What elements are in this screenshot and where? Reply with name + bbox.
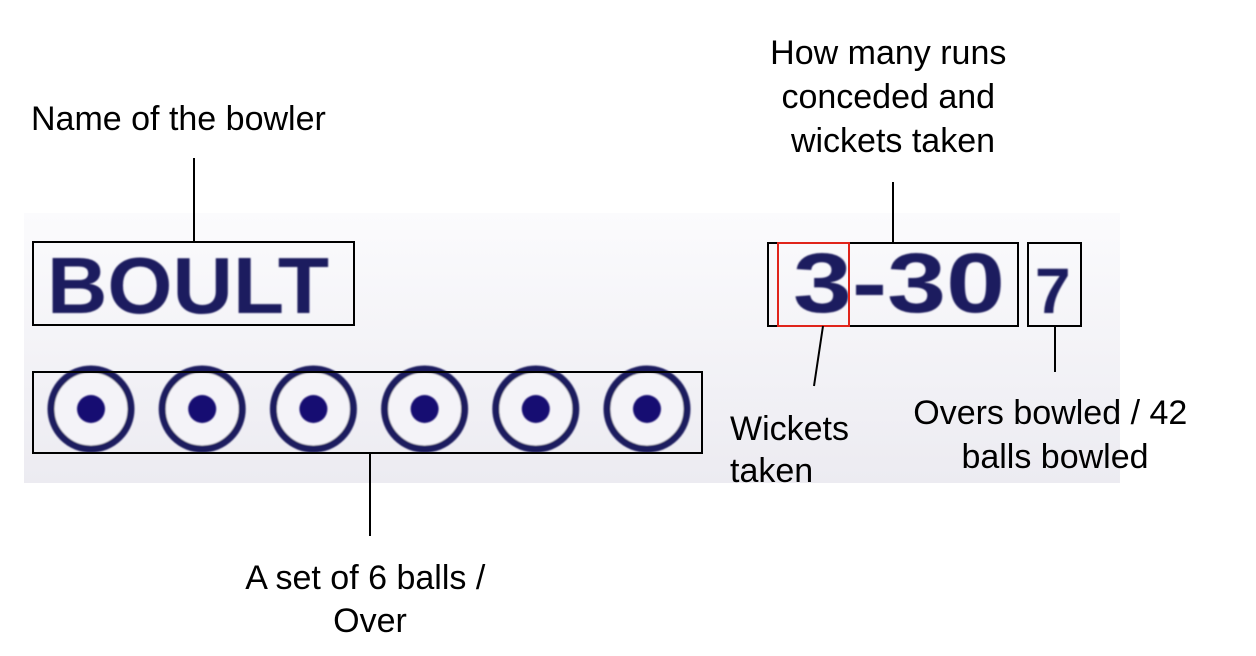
bowler-name-group: BOULT: [32, 241, 355, 330]
label-overs-bowled-line1: Overs bowled / 42: [913, 394, 1187, 432]
ball-icon: [603, 365, 691, 453]
ball-icon: [269, 365, 357, 453]
label-overs-bowled-line2: balls bowled: [961, 438, 1148, 476]
label-wickets-taken: Wickets taken: [730, 410, 858, 490]
label-set-of-balls-line2: Over: [333, 602, 407, 640]
leader-line-wickets: [813, 325, 824, 387]
over-balls-box: [32, 371, 703, 454]
bowler-name: BOULT: [47, 241, 329, 330]
label-runs-wickets: How many runs conceded and wickets taken: [770, 34, 1016, 160]
label-set-of-balls: A set of 6 balls / Over: [245, 559, 494, 640]
ball-icon: [381, 365, 469, 453]
label-runs-wickets-line2: conceded and: [781, 78, 995, 116]
label-overs-bowled: Overs bowled / 42 balls bowled: [913, 394, 1196, 476]
ball-icon: [492, 365, 580, 453]
label-runs-wickets-line3: wickets taken: [790, 122, 995, 160]
overs-value: 7: [1035, 255, 1071, 327]
overs-group: 7: [1027, 242, 1082, 327]
label-bowler-name: Name of the bowler: [31, 100, 326, 138]
label-set-of-balls-line1: A set of 6 balls /: [245, 559, 486, 597]
ball-icon: [158, 365, 246, 453]
runs-value: -30: [852, 236, 1005, 330]
wickets-runs-figure: 3 -30: [793, 236, 1005, 330]
ball-icon: [47, 365, 135, 453]
bowling-figures: 3 -30: [767, 236, 1019, 330]
wickets-value: 3: [793, 236, 852, 330]
wickets-highlight-box: [777, 242, 850, 327]
label-wickets-taken-line2: taken: [730, 452, 813, 490]
label-runs-wickets-line1: How many runs: [770, 34, 1006, 72]
label-wickets-taken-line1: Wickets: [730, 410, 849, 448]
balls-row: [47, 365, 691, 453]
